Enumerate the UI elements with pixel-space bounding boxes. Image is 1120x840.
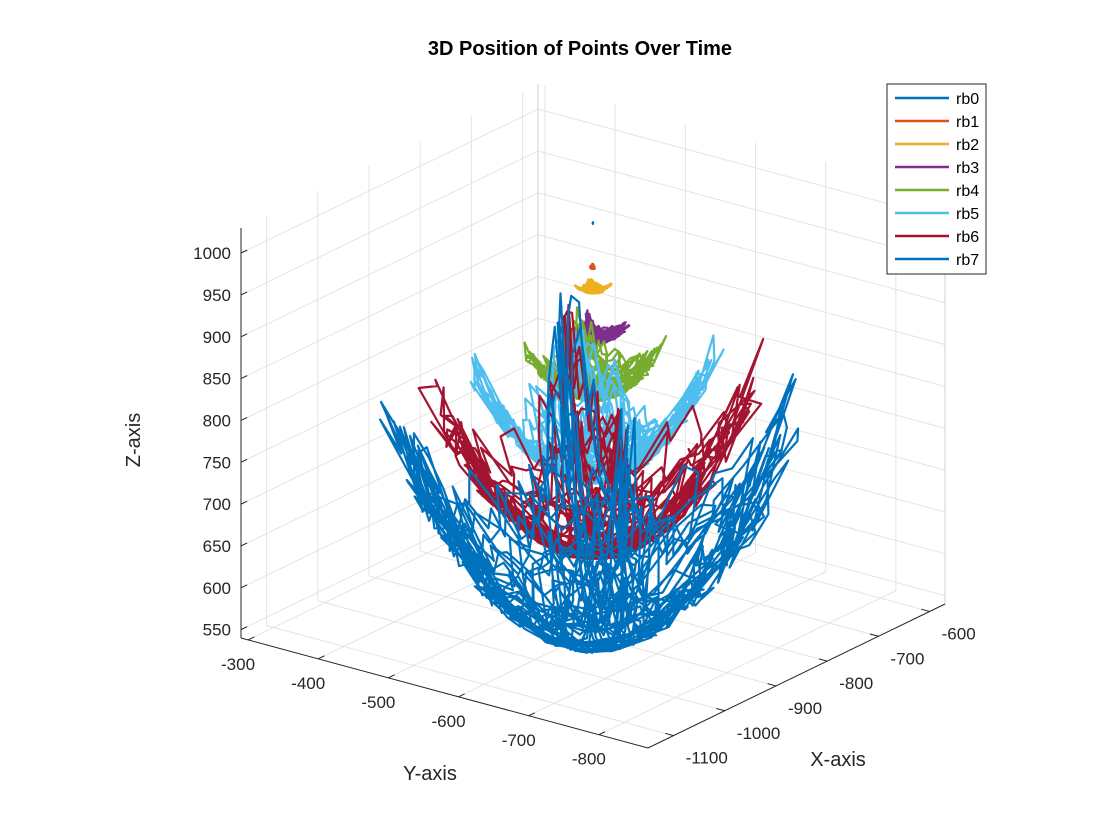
z-tick-mark	[240, 249, 248, 254]
z-axis-label: Z-axis	[123, 413, 145, 467]
grid-line	[240, 192, 539, 338]
x-axis-label: X-axis	[810, 749, 866, 771]
y-tick-mark	[598, 731, 606, 736]
axes	[240, 228, 946, 749]
grid-line	[240, 443, 539, 589]
legend-label-rb5[interactable]: rb5	[956, 206, 979, 223]
y-tick-mark	[247, 636, 255, 641]
legend-label-rb3[interactable]: rb3	[956, 160, 979, 177]
z-tick-mark	[240, 542, 248, 547]
grid-line	[240, 234, 539, 380]
z-tick-label: 750	[203, 453, 231, 472]
x-tick-mark	[869, 633, 879, 637]
x-tick-label: -700	[890, 649, 924, 668]
data-series	[379, 221, 800, 655]
x-tick-mark	[665, 732, 674, 737]
z-tick-label: 1000	[193, 244, 231, 263]
grid-line	[247, 495, 546, 641]
z-tick-mark	[240, 458, 248, 463]
z-tick-label: 700	[203, 495, 231, 514]
series-rb2-trajectory	[573, 278, 613, 295]
x-tick-mark	[716, 708, 725, 712]
z-tick-label: 950	[203, 286, 231, 305]
legend[interactable]: rb0 rb1 rb2 rb3 rb4 rb5 rb6 rb7	[886, 83, 987, 275]
grid-line	[317, 600, 725, 712]
grid-line	[537, 150, 946, 262]
y-axis-label: Y-axis	[403, 763, 457, 785]
grid-line	[471, 525, 879, 637]
grid-line	[240, 359, 539, 505]
y-tick-label: -800	[572, 750, 606, 769]
z-tick-mark	[240, 375, 248, 380]
grid-line	[537, 234, 946, 346]
z-tick-label: 850	[203, 370, 231, 389]
grid-line	[537, 275, 946, 387]
x-tick-label: -900	[788, 699, 822, 718]
y-tick-mark	[528, 712, 536, 717]
y-tick-label: -400	[291, 674, 325, 693]
x-tick-label: -800	[839, 674, 873, 693]
grid-line	[537, 192, 946, 304]
chart-title: 3D Position of Points Over Time	[428, 38, 732, 60]
grid-line	[598, 590, 897, 736]
y-tick-mark	[388, 674, 395, 679]
z-tick-mark	[240, 584, 248, 589]
grid-line	[240, 401, 539, 547]
z-tick-mark	[240, 417, 248, 421]
legend-box	[886, 83, 987, 275]
grid-line	[240, 275, 539, 421]
z-tick-mark	[240, 333, 248, 338]
grid-line	[317, 514, 616, 660]
legend-label-rb2[interactable]: rb2	[956, 137, 979, 154]
grid-line	[537, 108, 946, 220]
x-axis-line	[647, 603, 946, 749]
series-rb1-trajectory	[589, 262, 596, 271]
grid-line	[528, 571, 826, 717]
grid-line	[240, 150, 539, 296]
legend-label-rb0[interactable]: rb0	[956, 91, 979, 108]
z-tick-label: 800	[203, 411, 231, 430]
z-tick-label: 600	[203, 579, 231, 598]
x-tick-mark	[767, 683, 777, 687]
z-tick-mark	[240, 500, 248, 505]
y-tick-label: -600	[432, 712, 466, 731]
legend-label-rb6[interactable]: rb6	[956, 229, 979, 246]
z-tick-mark	[240, 626, 248, 631]
x-tick-mark	[921, 608, 930, 612]
x-tick-label: -1000	[737, 724, 780, 743]
series-rb0-trajectory	[591, 221, 595, 225]
x-tick-label: -1100	[686, 749, 728, 768]
y-axis-line	[240, 637, 649, 749]
y-tick-label: -700	[502, 731, 536, 750]
y-tick-label: -300	[221, 655, 255, 674]
z-tick-label: 650	[203, 537, 231, 556]
grid-line	[240, 317, 539, 463]
legend-label-rb7[interactable]: rb7	[956, 252, 979, 269]
y-tick-mark	[458, 693, 465, 698]
grid-line	[266, 625, 674, 737]
x-tick-label: -600	[942, 624, 976, 643]
tick-labels: -1100 -1000 -900 -800 -700 -600 -300 -400 -500 -6…	[193, 244, 975, 769]
z-tick-label: 550	[203, 621, 231, 640]
z-tick-mark	[240, 291, 248, 296]
series-rb7-trajectory	[379, 292, 800, 655]
grid-line	[240, 485, 539, 631]
x-tick-mark	[818, 658, 828, 662]
legend-label-rb4[interactable]: rb4	[956, 183, 979, 200]
legend-label-rb1[interactable]: rb1	[956, 114, 979, 131]
y-tick-mark	[317, 655, 325, 660]
grid-line	[240, 108, 539, 254]
z-tick-label: 900	[203, 328, 231, 347]
y-tick-label: -500	[361, 693, 395, 712]
